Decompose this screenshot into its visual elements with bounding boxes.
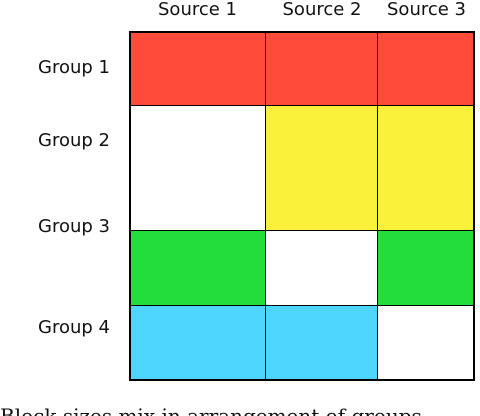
cell-4-2 — [266, 306, 378, 379]
row-label-group-3: Group 3 — [38, 216, 110, 237]
cell-2-2 — [266, 106, 378, 231]
cell-1-3 — [378, 33, 473, 106]
cell-1-1 — [131, 33, 266, 106]
cell-3-1 — [131, 231, 266, 306]
caption-text: Block sizes mix in arrangement of groups — [0, 404, 422, 416]
column-label-source-1: Source 1 — [158, 0, 237, 20]
cell-1-2 — [266, 33, 378, 106]
cell-2-3 — [378, 106, 473, 231]
row-label-group-1: Group 1 — [38, 57, 110, 78]
cell-3-2 — [266, 231, 378, 306]
cell-4-3 — [378, 306, 473, 379]
row-label-group-4: Group 4 — [38, 317, 110, 338]
column-label-source-2: Source 2 — [282, 0, 362, 20]
cell-4-1 — [131, 306, 266, 379]
grid — [129, 31, 475, 381]
cell-3-3 — [378, 231, 473, 306]
cell-2-1 — [131, 106, 266, 231]
column-label-source-3: Source 3 — [387, 0, 466, 20]
row-label-group-2: Group 2 — [38, 130, 110, 151]
